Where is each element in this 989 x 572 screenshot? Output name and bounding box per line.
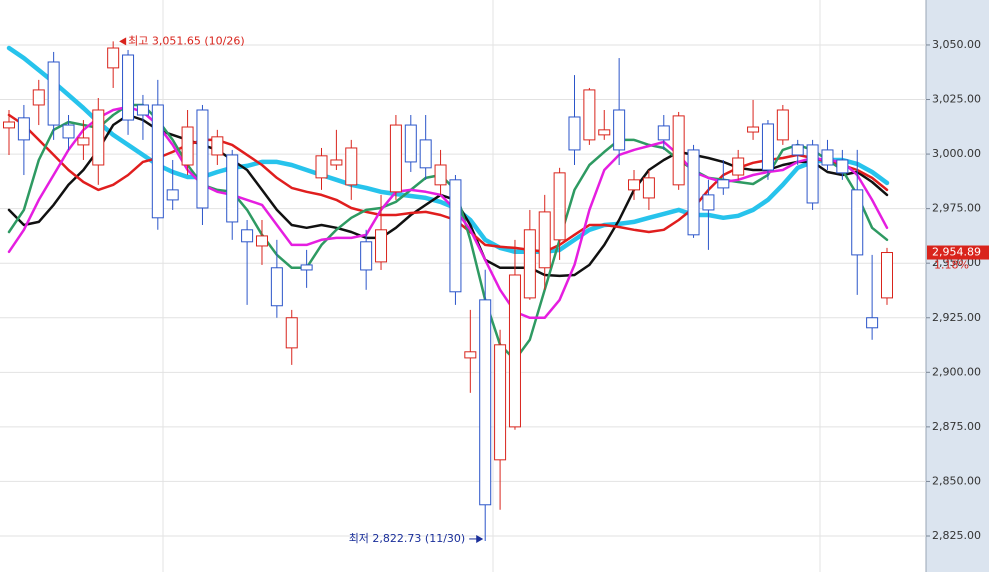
candle-body xyxy=(672,115,685,186)
y-tick-label: 3,050.00 xyxy=(932,38,981,51)
candle-body xyxy=(300,264,313,271)
axis-panel xyxy=(926,0,989,572)
candle-body xyxy=(136,104,149,116)
candle-body xyxy=(107,47,120,69)
high-annotation: 최고 3,051.65 (10/26) xyxy=(128,34,245,47)
low-annotation: 최저 2,822.73 (11/30) xyxy=(349,532,466,545)
candle-body xyxy=(717,179,730,189)
candle-body xyxy=(330,159,343,166)
y-tick-label: 2,850.00 xyxy=(932,474,981,487)
y-tick-label: 2,825.00 xyxy=(932,529,981,542)
candle-body xyxy=(866,317,879,329)
candle-body xyxy=(285,317,298,349)
change-label: 1.18% xyxy=(934,259,969,272)
candle-body xyxy=(791,144,804,156)
candle-body xyxy=(583,89,596,141)
candle-body xyxy=(151,104,164,219)
candle-body xyxy=(419,139,432,169)
y-tick-label: 2,875.00 xyxy=(932,420,981,433)
candle-body xyxy=(375,229,388,263)
candle-body xyxy=(255,235,268,247)
candle-body xyxy=(464,351,477,359)
candle-body xyxy=(62,124,75,139)
labels: 2,825.00 2,850.00 2,875.00 2,900.00 2,925.00… xyxy=(119,34,989,545)
candle-body xyxy=(687,149,700,236)
candle-body xyxy=(523,229,536,299)
candle-body xyxy=(806,144,819,204)
candle-body xyxy=(449,179,462,293)
candle-body xyxy=(92,109,105,166)
candle-body xyxy=(508,274,521,428)
candle-body xyxy=(345,147,358,186)
candle-body xyxy=(434,164,447,186)
high-arrow xyxy=(119,37,127,46)
candle-body xyxy=(613,109,626,151)
candle-body xyxy=(315,155,328,179)
candle-body xyxy=(47,61,60,126)
candle-body xyxy=(32,89,45,106)
candle-body xyxy=(196,109,209,209)
candle-body xyxy=(598,129,611,136)
candle-body xyxy=(568,116,581,151)
candle-body xyxy=(881,252,893,299)
candle-body xyxy=(479,299,492,506)
candle-body xyxy=(732,157,745,176)
candle-body xyxy=(538,211,551,269)
candle-body xyxy=(211,136,224,156)
y-tick-label: 2,900.00 xyxy=(932,365,981,378)
candle-body xyxy=(642,177,655,199)
candle-body xyxy=(761,123,774,171)
candle-body xyxy=(821,149,834,166)
y-tick-label: 2,975.00 xyxy=(932,202,981,215)
candles xyxy=(3,41,893,541)
candle-body xyxy=(389,124,402,193)
candle-body xyxy=(628,179,641,191)
candle-body xyxy=(181,126,194,166)
candle-body xyxy=(836,159,849,174)
candle-body xyxy=(851,189,864,256)
candle-body xyxy=(747,126,760,133)
last-price-label: 2,954.89 xyxy=(932,246,981,259)
candle-body xyxy=(657,125,670,141)
y-tick-label: 3,025.00 xyxy=(932,93,981,106)
candle-body xyxy=(404,124,417,163)
candle-body xyxy=(3,121,15,129)
low-arrow xyxy=(476,534,484,543)
candle-body xyxy=(702,194,715,211)
candle-body xyxy=(360,241,373,271)
candle-body xyxy=(226,154,239,223)
candle-body xyxy=(776,109,789,141)
candle-body xyxy=(241,229,254,243)
candle-body xyxy=(553,172,566,241)
candle-body xyxy=(77,137,90,146)
plot-area xyxy=(0,0,926,572)
candle-body xyxy=(166,189,179,201)
candle-body xyxy=(122,54,135,121)
candle-body xyxy=(270,267,283,307)
candle-body xyxy=(494,344,507,461)
y-tick-label: 3,000.00 xyxy=(932,147,981,160)
last-price-box xyxy=(927,245,989,260)
candle-body xyxy=(17,117,30,141)
y-tick-label: 2,925.00 xyxy=(932,311,981,324)
